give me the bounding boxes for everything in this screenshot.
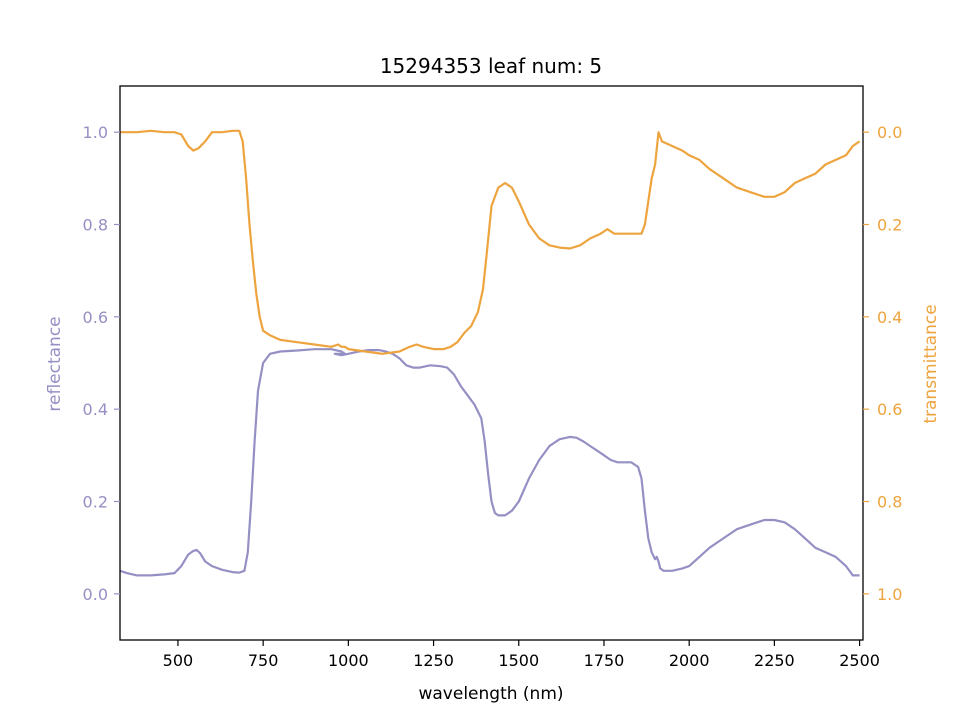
y-left-tick-label: 0.4 [83, 400, 108, 419]
y-left-tick-label: 1.0 [83, 123, 108, 142]
x-tick-label: 1250 [413, 651, 454, 670]
series-layer [119, 129, 861, 577]
y-left-tick-label: 0.0 [83, 585, 108, 604]
x-tick-label: 2500 [839, 651, 880, 670]
x-tick-label: 1750 [584, 651, 625, 670]
y-right-tick-label: 0.2 [877, 216, 902, 235]
series-line-reflectance [119, 348, 860, 577]
plot-frame [119, 85, 864, 641]
axes-layer: 500 750 1000 1250 1500 1750 2000 2250 2500 0.0 0.2… [83, 85, 902, 670]
y-left-tick-label: 0.2 [83, 493, 108, 512]
x-tick-label: 750 [248, 651, 279, 670]
series-line-transmittance [120, 129, 861, 355]
y-axis-label-left: reflectance [45, 316, 65, 411]
x-tick-label: 1000 [328, 651, 369, 670]
y-left-tick-label: 0.8 [83, 216, 108, 235]
chart-title: 15294353 leaf num: 5 [380, 54, 602, 78]
y-right-tick-label: 1.0 [877, 585, 902, 604]
x-tick-label: 2250 [754, 651, 795, 670]
y-right-tick-label: 0.4 [877, 308, 902, 327]
y-right-tick-label: 0.8 [877, 493, 902, 512]
x-axis-label: wavelength (nm) [418, 684, 563, 704]
x-tick-label: 1500 [498, 651, 539, 670]
y-right-tick-label: 0.0 [877, 123, 902, 142]
y-axis-label-right: transmittance [921, 304, 941, 423]
x-tick-label: 500 [163, 651, 194, 670]
y-left-tick-label: 0.6 [83, 308, 108, 327]
y-right-tick-label: 0.6 [877, 400, 902, 419]
x-tick-label: 2000 [669, 651, 710, 670]
